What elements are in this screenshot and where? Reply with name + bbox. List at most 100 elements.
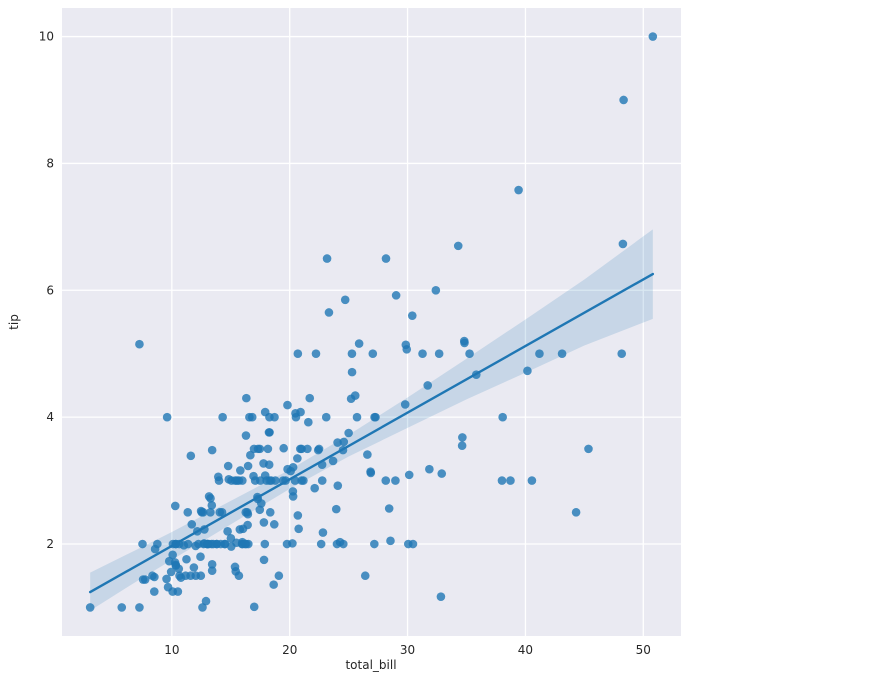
data-point [189, 563, 199, 572]
data-point [186, 451, 196, 461]
axes-background [62, 8, 681, 636]
data-point [162, 412, 172, 422]
data-point [313, 445, 323, 455]
data-point [403, 539, 413, 549]
data-point [293, 349, 303, 359]
data-point [168, 539, 178, 549]
data-point [557, 349, 567, 359]
data-point [220, 539, 229, 549]
data-point [370, 539, 379, 549]
data-point [218, 412, 227, 422]
data-point [288, 487, 298, 496]
data-point [360, 571, 370, 581]
x-tick-label: 20 [282, 643, 297, 657]
data-point [458, 433, 467, 442]
data-point [256, 476, 265, 485]
data-point [85, 603, 95, 612]
data-point [183, 539, 193, 549]
data-point [311, 349, 321, 359]
data-point [242, 393, 251, 403]
data-point [200, 525, 209, 534]
data-point [384, 504, 394, 513]
data-point [297, 476, 306, 485]
data-point [140, 575, 150, 584]
data-point [322, 254, 332, 263]
confidence-band [90, 229, 653, 611]
data-point [338, 445, 348, 455]
data-point [286, 466, 295, 476]
data-point [497, 476, 507, 485]
data-point [278, 476, 288, 485]
data-point [386, 536, 395, 546]
data-point [437, 469, 447, 478]
data-point [294, 524, 303, 534]
data-point [371, 412, 380, 422]
data-point [255, 444, 265, 454]
data-point [527, 476, 537, 485]
regression-line [88, 272, 655, 594]
data-point [150, 544, 160, 554]
data-point [431, 285, 441, 295]
data-point [617, 349, 627, 359]
data-point [425, 464, 434, 474]
data-point [290, 476, 300, 485]
data-point [523, 366, 532, 376]
data-point [198, 508, 208, 517]
data-point [304, 417, 313, 427]
data-point [333, 438, 342, 447]
data-point [259, 555, 269, 565]
data-point [354, 339, 364, 348]
data-point [264, 460, 274, 470]
data-point [318, 528, 328, 537]
data-point [317, 476, 327, 485]
data-point [407, 311, 417, 320]
data-point [310, 483, 319, 493]
y-tick-label: 8 [46, 156, 54, 170]
x-tick-label: 30 [400, 643, 415, 657]
data-point [208, 539, 218, 549]
data-point [368, 349, 378, 359]
data-point [253, 492, 262, 502]
data-point [279, 443, 288, 453]
data-point [138, 539, 147, 549]
data-point [331, 504, 341, 514]
data-point [206, 494, 215, 503]
data-point [535, 349, 544, 359]
data-point [241, 431, 251, 440]
data-point [269, 580, 278, 589]
data-point [196, 552, 205, 562]
data-point [363, 450, 372, 459]
data-point [293, 511, 303, 520]
data-point [223, 461, 233, 471]
data-point [352, 412, 362, 422]
data-point [418, 349, 427, 359]
data-point [186, 571, 195, 581]
data-point [316, 539, 326, 549]
data-point [271, 476, 280, 485]
data-point [436, 592, 446, 601]
data-point [571, 508, 581, 517]
data-point [249, 602, 259, 612]
data-point [166, 567, 176, 577]
data-point [214, 476, 224, 485]
data-point [344, 428, 353, 438]
data-point [182, 554, 191, 564]
x-axis-label: total_bill [345, 658, 396, 672]
y-tick-label: 6 [46, 283, 54, 297]
y-tick-label: 10 [39, 30, 54, 44]
data-point [168, 587, 177, 596]
data-point [174, 564, 184, 574]
data-point [619, 95, 628, 105]
data-point [423, 381, 433, 390]
x-tick-label: 50 [636, 643, 651, 657]
x-tick-label: 40 [518, 643, 533, 657]
data-point [457, 441, 467, 450]
data-point [148, 571, 157, 581]
data-point [232, 476, 242, 485]
data-point [514, 185, 523, 195]
data-point [207, 501, 217, 510]
data-point [196, 571, 206, 581]
y-tick-label: 4 [46, 410, 54, 424]
